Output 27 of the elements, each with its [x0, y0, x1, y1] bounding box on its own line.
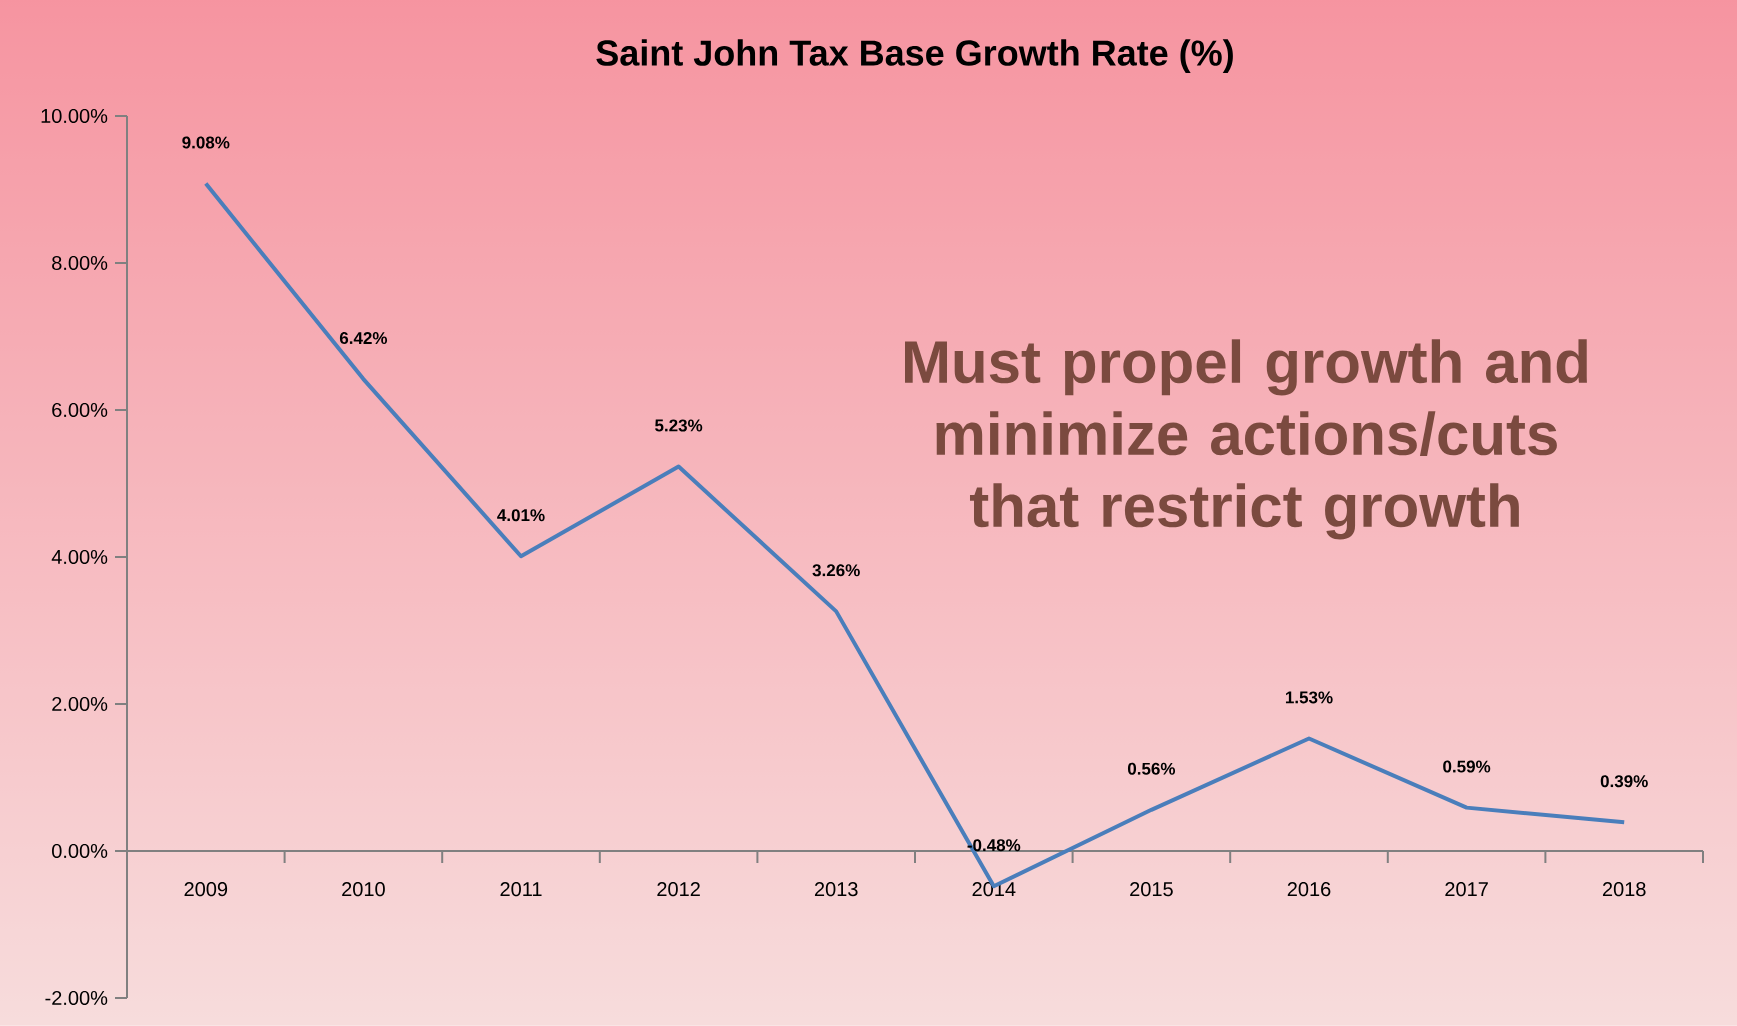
data-label: 4.01% [497, 509, 545, 522]
chart-title: Saint John Tax Base Growth Rate (%) [596, 39, 1233, 73]
x-tick-label: 2016 [1287, 882, 1331, 897]
y-tick-label: 10.00% [41, 108, 108, 124]
y-tick-label: 2.00% [52, 696, 108, 712]
data-label: 0.56% [1127, 762, 1176, 775]
data-label: 3.26% [812, 564, 860, 577]
x-tick-label: 2009 [184, 882, 228, 897]
x-tick-label: 2018 [1602, 882, 1646, 897]
annotation: Must propel growth and minimize actions/cuts that restrict growth [905, 339, 1587, 540]
data-label: 0.39% [1600, 775, 1648, 788]
x-tick-label: 2011 [500, 882, 542, 897]
y-tick-label: 4.00% [51, 549, 108, 565]
y-tick-label: 6.00% [52, 402, 108, 418]
data-label: 5.23% [655, 419, 703, 432]
data-label: 9.08% [182, 136, 230, 149]
y-tick-label: 0.00% [52, 843, 108, 859]
data-label: 1.53% [1285, 691, 1333, 704]
y-tick-label: -2.00% [45, 990, 108, 1006]
data-label: 0.59% [1443, 760, 1491, 773]
x-tick-label: 2015 [1130, 882, 1173, 897]
x-tick-label: 2012 [657, 882, 700, 897]
x-tick-label: 2010 [342, 882, 385, 897]
x-tick-label: 2013 [814, 882, 858, 897]
data-label: 6.42% [339, 332, 388, 345]
y-tick-label: 8.00% [52, 255, 108, 271]
x-tick-label: 2017 [1445, 882, 1488, 897]
